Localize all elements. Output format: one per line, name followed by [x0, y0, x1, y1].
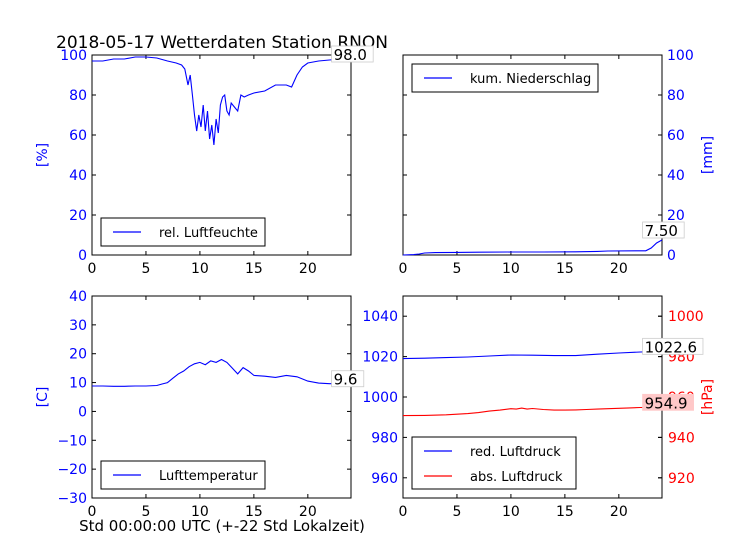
y-tick-label: 980 — [371, 430, 398, 446]
x-tick-label: 10 — [502, 261, 520, 277]
series-line — [402, 406, 662, 417]
legend: rel. Luftfeuchte — [100, 217, 266, 247]
legend-label: rel. Luftfeuchte — [159, 226, 258, 241]
y-tick-label: 10 — [69, 376, 87, 392]
y-tick-label: 60 — [69, 128, 87, 144]
legend: red. Luftdruck abs. Luftdruck — [411, 436, 577, 490]
y-tick-label: 0 — [78, 404, 87, 420]
y-tick-label: 30 — [69, 318, 87, 334]
y-tick-label: 1000 — [362, 390, 398, 406]
y-tick-label: 1020 — [362, 350, 398, 366]
x-tick-label: 20 — [610, 261, 628, 277]
y-tick-label: 40 — [69, 289, 87, 305]
x-tick-label: 20 — [299, 504, 317, 520]
legend-label: red. Luftdruck — [470, 445, 561, 460]
x-tick-label: 10 — [502, 504, 520, 520]
y-tick-label: −10 — [57, 433, 87, 449]
y-tick-label: 80 — [69, 88, 87, 104]
y2-tick-label: 1000 — [668, 309, 704, 325]
x-tick-label: 5 — [141, 504, 150, 520]
y-tick-label: 0 — [667, 248, 676, 264]
annotation-label: 9.6 — [334, 371, 358, 389]
x-tick-label: 5 — [452, 261, 461, 277]
x-tick-label: 0 — [399, 261, 408, 277]
y-axis-label: [hPa] — [700, 379, 716, 415]
y-tick-label: 40 — [69, 168, 87, 184]
x-tick-label: 15 — [245, 504, 263, 520]
y-axis-label: [C] — [35, 387, 51, 408]
y-tick-label: 20 — [69, 208, 87, 224]
annotation-box — [642, 221, 685, 239]
x-tick-label: 0 — [88, 504, 97, 520]
x-tick-label: 20 — [299, 261, 317, 277]
annotation-box — [331, 370, 365, 388]
y-tick-label: −20 — [57, 462, 87, 478]
x-tick-label: 20 — [610, 504, 628, 520]
series-line — [402, 350, 663, 360]
y-axis-label: [mm] — [700, 136, 716, 174]
y-tick-label: 20 — [667, 208, 685, 224]
y-tick-label: 1040 — [362, 309, 398, 325]
plot-frame — [402, 54, 663, 256]
legend: Lufttemperatur — [100, 460, 266, 490]
panel-4: 0510152096098010001020104092094096098010… — [362, 295, 716, 520]
annotation-box — [331, 45, 374, 63]
panel-1: 0 5 10 15 20 0 20 40 60 80 100 [%] rel. Luftfeuchte 9… — [35, 45, 374, 277]
legend-label: kum. Niederschlag — [470, 72, 591, 87]
x-tick-label: 15 — [556, 504, 574, 520]
annotation-label: 98.0 — [334, 46, 367, 64]
legend-label: abs. Luftdruck — [470, 470, 563, 485]
x-tick-label: 10 — [191, 504, 209, 520]
y-axis-label: [%] — [35, 143, 51, 167]
chart-title: 2018-05-17 Wetterdaten Station RNON — [56, 33, 388, 53]
annotation-box — [642, 393, 694, 411]
legend-label: Lufttemperatur — [159, 469, 258, 484]
y2-tick-label: 920 — [668, 471, 695, 487]
x-tick-label: 15 — [556, 261, 574, 277]
legend-box — [411, 436, 577, 490]
legend: kum. Niederschlag — [411, 63, 599, 93]
plot-frame — [91, 295, 352, 499]
series-line — [402, 239, 663, 256]
y-tick-label: 100 — [667, 48, 694, 64]
panel-3: 0 5 10 15 20 −30 −20 −10 0 10 20 30 40 [C] Lufttempera… — [35, 289, 365, 520]
x-axis-label: Std 00:00:00 UTC (+-22 Std Lokalzeit) — [79, 517, 365, 535]
plot-frame — [91, 54, 352, 256]
x-tick-label: 0 — [88, 261, 97, 277]
x-tick-label: 15 — [245, 261, 263, 277]
y-tick-label: 960 — [371, 471, 398, 487]
y-tick-label: 20 — [69, 347, 87, 363]
annotation-box — [642, 337, 704, 355]
x-tick-label: 5 — [452, 504, 461, 520]
y-tick-label: −30 — [57, 491, 87, 507]
series-line — [92, 56, 351, 146]
y-tick-label: 0 — [78, 248, 87, 264]
y-tick-label: 40 — [667, 168, 685, 184]
y-tick-label: 100 — [60, 48, 87, 64]
x-tick-label: 0 — [399, 504, 408, 520]
series-line — [92, 358, 351, 387]
y-tick-label: 80 — [667, 88, 685, 104]
annotation-label: 1022.6 — [645, 338, 698, 356]
x-tick-label: 5 — [141, 261, 150, 277]
y-tick-label: 60 — [667, 128, 685, 144]
x-tick-label: 10 — [191, 261, 209, 277]
panel-2: 0 5 10 15 20 0 20 40 60 80 100 [mm] kum. Niederschla… — [399, 48, 716, 277]
annotation-label: 7.50 — [645, 222, 678, 240]
annotation-label: 954.9 — [645, 394, 688, 412]
y2-tick-label: 940 — [668, 430, 695, 446]
